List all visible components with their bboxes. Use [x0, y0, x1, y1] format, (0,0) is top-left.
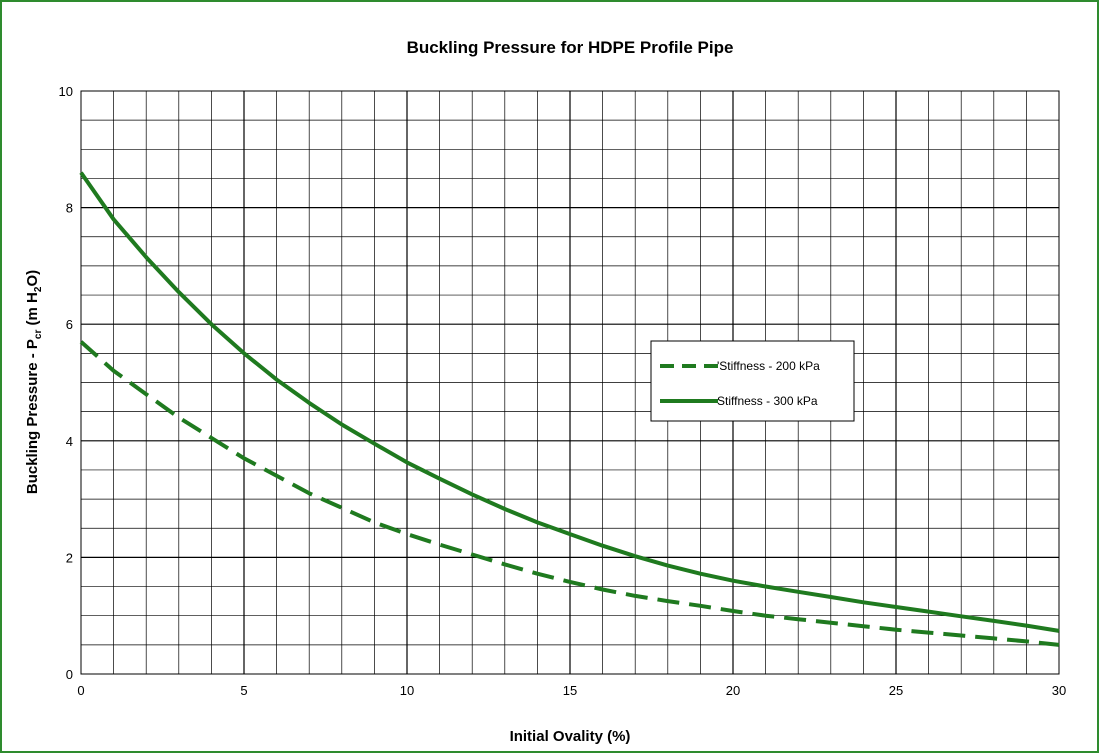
legend: 'Stiffness - 200 kPa Stiffness - 300 kPa	[650, 340, 855, 422]
x-tick-label: 5	[240, 683, 247, 698]
y-axis-title: Buckling Pressure - Pcr (m H2O)	[24, 270, 44, 494]
y-axis-title-suffix: O)	[24, 270, 41, 287]
series-line-stiffness-300	[79, 171, 1060, 633]
y-tick-label: 0	[66, 667, 73, 682]
y-tick-labels: 0 2 4 6 8 10	[59, 84, 73, 682]
y-tick-label: 8	[66, 201, 73, 216]
legend-box	[650, 340, 855, 422]
series-line-stiffness-200	[79, 340, 1060, 647]
legend-label-stiffness-200: 'Stiffness - 200 kPa	[717, 359, 820, 373]
y-tick-label: 10	[59, 84, 73, 99]
series-lines	[79, 171, 1060, 647]
x-axis-title: Initial Ovality (%)	[510, 728, 631, 745]
x-tick-label: 0	[77, 683, 84, 698]
legend-label-stiffness-300: Stiffness - 300 kPa	[717, 394, 818, 408]
y-tick-label: 2	[66, 550, 73, 565]
x-tick-label: 25	[889, 683, 903, 698]
y-tick-label: 6	[66, 317, 73, 332]
x-tick-label: 15	[563, 683, 577, 698]
y-axis-title-middle: (m H	[24, 292, 41, 330]
y-axis-title-subscript2: 2	[33, 286, 44, 292]
y-axis-title-subscript: cr	[33, 330, 44, 340]
chart-title: Buckling Pressure for HDPE Profile Pipe	[407, 38, 734, 57]
grid	[81, 91, 1059, 674]
plot-area	[80, 90, 1060, 675]
x-tick-label: 20	[726, 683, 740, 698]
y-axis-title-prefix: Buckling Pressure - P	[24, 339, 41, 494]
x-tick-label: 30	[1052, 683, 1066, 698]
x-tick-label: 10	[400, 683, 414, 698]
x-tick-labels: 0 5 10 15 20 25 30	[77, 683, 1066, 698]
y-tick-label: 4	[66, 434, 73, 449]
